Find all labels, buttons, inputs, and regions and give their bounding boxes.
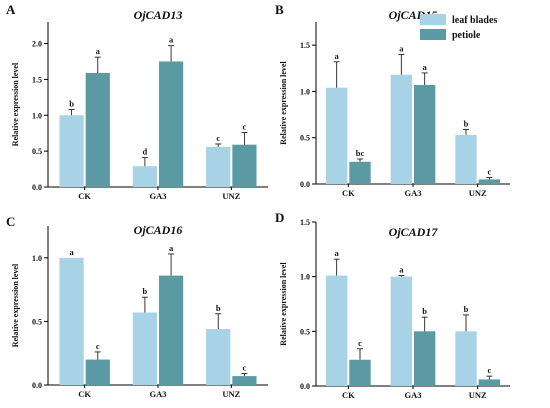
significance-label-a: c bbox=[216, 133, 220, 143]
y-axis-label-c: Relative expression level bbox=[11, 263, 20, 347]
panel-letter-a: A bbox=[6, 2, 16, 17]
bar-b-unz-petiole bbox=[478, 179, 501, 184]
x-tick-label-c: UNZ bbox=[222, 389, 240, 399]
x-tick-label-b: UNZ bbox=[469, 188, 487, 198]
bar-d-unz-leaf-blades bbox=[455, 331, 477, 386]
bar-a-ga3-petiole bbox=[159, 61, 184, 187]
bar-b-ck-petiole bbox=[349, 161, 371, 184]
y-tick-label-d: 0.5 bbox=[300, 327, 310, 336]
bar-a-ga3-leaf-blades bbox=[132, 166, 157, 187]
y-tick-label-c: 0.5 bbox=[32, 317, 42, 326]
bar-a-unz-leaf-blades bbox=[206, 146, 231, 187]
significance-label-b: a bbox=[423, 62, 428, 72]
significance-label-d: b bbox=[464, 304, 469, 314]
significance-label-b: a bbox=[335, 51, 340, 61]
bar-c-unz-leaf-blades bbox=[206, 329, 231, 385]
panel-title-a: OjCAD13 bbox=[134, 8, 183, 22]
legend-label-petiole: petiole bbox=[452, 30, 481, 41]
panel-a: A OjCAD13 Relative expression level 0.0 0.5 1… bbox=[6, 2, 268, 201]
y-tick-label-a: 2.0 bbox=[32, 40, 42, 49]
bar-d-ck-leaf-blades bbox=[325, 275, 348, 386]
panel-title-d: OjCAD17 bbox=[389, 225, 439, 239]
panel-letter-b: B bbox=[275, 2, 284, 17]
significance-label-c: a bbox=[169, 243, 174, 253]
significance-label-a: b bbox=[69, 99, 74, 109]
significance-label-d: c bbox=[358, 338, 362, 348]
x-tick-label-b: GA3 bbox=[405, 188, 422, 198]
x-tick-label-d: UNZ bbox=[469, 390, 487, 400]
legend: leaf blades petiole bbox=[420, 14, 497, 41]
x-tick-label-a: UNZ bbox=[222, 191, 240, 201]
legend-swatch-petiole bbox=[420, 29, 446, 40]
significance-label-a: c bbox=[243, 121, 247, 131]
x-tick-label-d: CK bbox=[342, 390, 355, 400]
y-axis-label-b: Relative expression level bbox=[279, 61, 288, 145]
bar-b-ga3-petiole bbox=[414, 84, 436, 184]
y-tick-label-a: 1.0 bbox=[32, 111, 42, 120]
significance-label-c: b bbox=[143, 286, 148, 296]
x-tick-label-d: GA3 bbox=[405, 390, 422, 400]
y-tick-label-b: 1.5 bbox=[300, 41, 310, 50]
bar-c-ck-petiole bbox=[85, 359, 110, 385]
y-tick-label-d: 1.5 bbox=[300, 218, 310, 227]
panel-letter-c: C bbox=[6, 214, 15, 229]
bar-b-ck-leaf-blades bbox=[325, 87, 348, 184]
significance-label-d: c bbox=[487, 365, 491, 375]
bar-c-unz-petiole bbox=[232, 376, 257, 385]
bar-a-ck-leaf-blades bbox=[59, 115, 84, 187]
y-tick-label-a: 0.0 bbox=[32, 183, 42, 192]
y-tick-label-a: 0.5 bbox=[32, 147, 42, 156]
legend-swatch-leaf-blades bbox=[420, 14, 446, 25]
x-tick-label-a: GA3 bbox=[150, 191, 167, 201]
significance-label-d: b bbox=[422, 306, 427, 316]
significance-label-c: b bbox=[216, 303, 221, 313]
significance-label-c: c bbox=[96, 341, 100, 351]
significance-label-b: b bbox=[464, 118, 469, 128]
panels-group: A OjCAD13 Relative expression level 0.0 0.5 1… bbox=[6, 2, 510, 400]
significance-label-c: c bbox=[243, 363, 247, 373]
y-tick-label-b: 0.0 bbox=[300, 180, 310, 189]
y-tick-label-c: 1.0 bbox=[32, 254, 42, 263]
y-tick-label-d: 1.0 bbox=[300, 273, 310, 282]
bar-a-ck-petiole bbox=[85, 72, 110, 187]
bar-d-unz-petiole bbox=[478, 379, 501, 386]
y-tick-label-d: 0.0 bbox=[300, 382, 310, 391]
significance-label-a: a bbox=[96, 46, 101, 56]
significance-label-b: a bbox=[399, 43, 404, 53]
bar-d-ga3-leaf-blades bbox=[390, 276, 412, 386]
significance-label-d: a bbox=[399, 265, 404, 275]
legend-label-leaf-blades: leaf blades bbox=[452, 15, 497, 26]
significance-label-c: a bbox=[69, 247, 74, 257]
bar-b-ga3-leaf-blades bbox=[390, 74, 412, 184]
bar-d-ck-petiole bbox=[349, 359, 371, 386]
x-tick-label-c: CK bbox=[78, 389, 91, 399]
x-tick-label-a: CK bbox=[78, 191, 91, 201]
significance-label-b: c bbox=[487, 167, 491, 177]
panel-c: C OjCAD16 Relative expression level 0.0 0.5 1… bbox=[6, 214, 268, 399]
bar-c-ga3-petiole bbox=[159, 275, 184, 385]
significance-label-b: bc bbox=[356, 148, 365, 158]
x-tick-label-b: CK bbox=[342, 188, 355, 198]
bar-c-ga3-leaf-blades bbox=[132, 312, 157, 385]
bar-d-ga3-petiole bbox=[414, 331, 436, 386]
panel-d: D OjCAD17 Relative expression level 0.0 0.5 1… bbox=[275, 210, 510, 400]
significance-label-a: d bbox=[143, 147, 148, 157]
panel-letter-d: D bbox=[275, 210, 284, 225]
y-axis-label-a: Relative expression level bbox=[11, 62, 20, 146]
y-axis-label-d: Relative expression level bbox=[279, 262, 288, 346]
significance-label-a: a bbox=[169, 35, 174, 45]
y-tick-label-c: 0.0 bbox=[32, 381, 42, 390]
x-tick-label-c: GA3 bbox=[150, 389, 167, 399]
bar-a-unz-petiole bbox=[232, 144, 257, 187]
y-tick-label-b: 0.5 bbox=[300, 134, 310, 143]
panel-title-c: OjCAD16 bbox=[134, 223, 183, 237]
y-tick-label-a: 1.5 bbox=[32, 75, 42, 84]
bar-b-unz-leaf-blades bbox=[455, 134, 477, 184]
y-tick-label-b: 1.0 bbox=[300, 87, 310, 96]
significance-label-d: a bbox=[335, 248, 340, 258]
bar-c-ck-leaf-blades bbox=[59, 257, 84, 385]
